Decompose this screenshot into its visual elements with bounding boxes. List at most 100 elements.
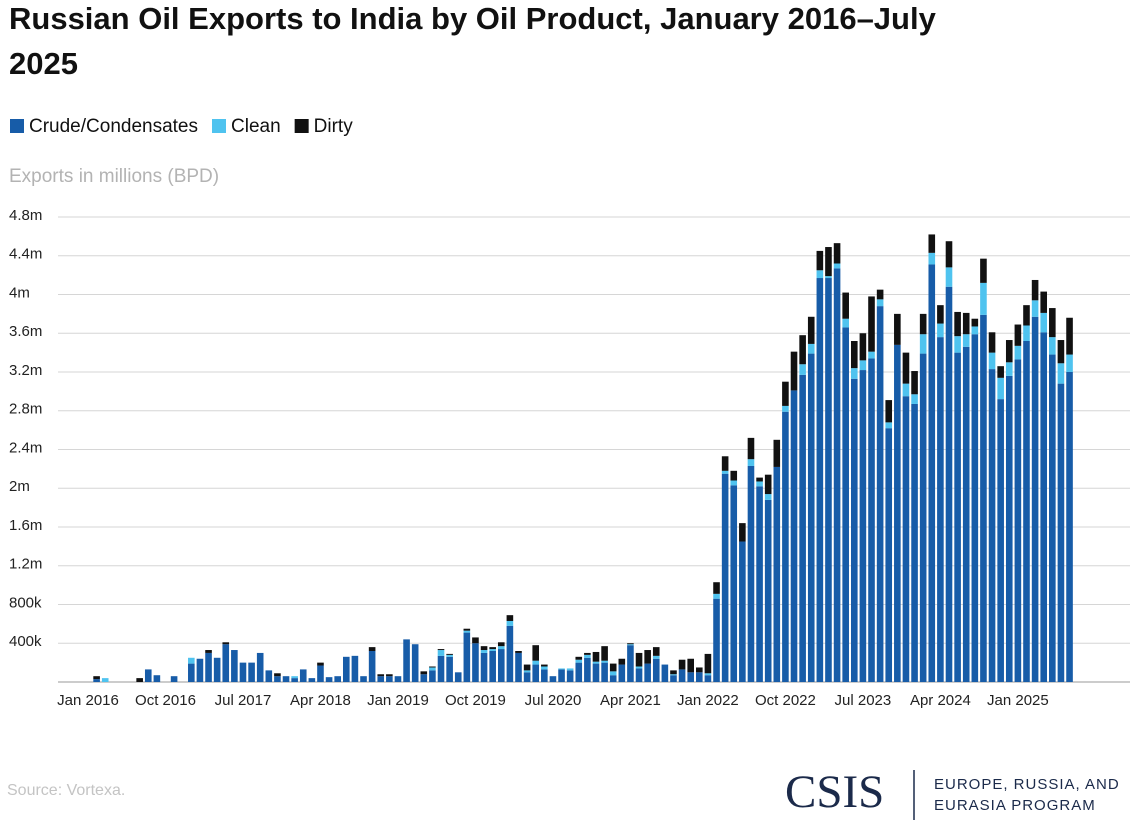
bar-segment — [790, 390, 798, 682]
bar-segment — [144, 669, 152, 682]
bar-segment — [497, 642, 505, 647]
bar-segment — [816, 250, 824, 271]
bar-segment — [997, 399, 1004, 682]
bar-segment — [188, 657, 195, 664]
bar-segment — [1031, 279, 1039, 301]
bar-segment — [188, 663, 195, 682]
bar-segment — [1005, 362, 1013, 376]
bar-segment — [222, 644, 230, 682]
bar-segment — [911, 371, 918, 395]
bar-segment — [859, 360, 867, 371]
bar-segment — [308, 678, 316, 682]
bar-segment — [609, 675, 617, 682]
bar-segment — [205, 652, 212, 682]
bar-segment — [368, 647, 376, 651]
bar-segment — [782, 411, 789, 682]
bar-segment — [420, 674, 428, 682]
bar-segment — [1023, 325, 1030, 341]
bar-segment — [265, 670, 273, 682]
bar-segment — [541, 664, 548, 667]
bar-segment — [231, 650, 238, 682]
bar-segment — [635, 668, 643, 682]
bar-segment — [670, 675, 677, 682]
bar-segment — [825, 276, 832, 279]
bar-segment — [928, 264, 936, 682]
bar-segment — [696, 672, 703, 682]
bar-segment — [515, 651, 522, 653]
bar-segment — [618, 658, 626, 665]
bar-segment — [980, 282, 987, 315]
bar-segment — [635, 666, 643, 669]
bar-segment — [721, 456, 729, 471]
bar-segment — [1057, 363, 1065, 384]
legend-swatch — [10, 119, 24, 133]
y-tick-label: 2m — [9, 478, 30, 495]
bar-segment — [627, 643, 634, 645]
y-tick-label: 400k — [9, 633, 42, 650]
bar-segment — [1040, 291, 1048, 313]
bar-segment — [497, 646, 505, 650]
bar-segment — [575, 662, 583, 682]
bar-segment — [945, 241, 953, 268]
bar-segment — [902, 396, 910, 682]
bar-segment — [988, 332, 996, 353]
bar-segment — [730, 485, 738, 682]
y-tick-label: 4m — [9, 284, 30, 301]
bar-segment — [566, 668, 574, 671]
bar-segment — [403, 639, 410, 682]
bar-segment — [670, 674, 677, 676]
bar-segment — [687, 658, 694, 673]
bar-segment — [721, 473, 729, 682]
bar-segment — [928, 252, 936, 265]
bar-segment — [239, 662, 247, 682]
bar-segment — [368, 651, 376, 682]
bar-segment — [618, 664, 626, 682]
bar-segment — [807, 353, 815, 682]
bar-segment — [773, 466, 781, 682]
bar-segment — [282, 676, 290, 682]
bar-segment — [971, 326, 979, 335]
bar-segment — [644, 650, 651, 664]
x-tick-label: Oct 2019 — [445, 692, 506, 709]
source: Source: Vortexa. — [7, 782, 125, 799]
bar-segment — [816, 270, 824, 279]
bar-segment — [816, 278, 824, 682]
bar-segment — [429, 666, 436, 668]
bar-segment — [850, 341, 858, 369]
bar-segment — [566, 670, 574, 682]
bar-segment — [954, 311, 961, 337]
bar-segment — [730, 480, 738, 486]
bar-segment — [446, 656, 453, 682]
bar-segment — [1040, 332, 1048, 682]
bar-segment — [1057, 383, 1065, 682]
bar-segment — [377, 676, 385, 682]
bar-segment — [652, 658, 660, 682]
bar-segment — [1014, 324, 1022, 346]
bar-segment — [1049, 308, 1056, 338]
bar-segment — [833, 268, 841, 682]
bar-segment — [549, 676, 557, 682]
x-tick-label: Oct 2016 — [135, 692, 196, 709]
bar-segment — [532, 645, 540, 661]
bar-segment — [713, 593, 720, 599]
y-tick-label: 800k — [9, 594, 42, 611]
bar-segment — [437, 649, 445, 651]
bar-segment — [764, 499, 772, 682]
bar-segment — [894, 344, 901, 682]
bar-segment — [1066, 317, 1073, 355]
bar-segment — [842, 327, 849, 682]
bar-segment — [601, 660, 608, 663]
bar-segment — [463, 628, 471, 631]
bar-segment — [609, 663, 617, 672]
bar-segment — [317, 665, 324, 682]
bar-segment — [962, 334, 970, 347]
bar-segment — [377, 674, 385, 677]
bar-segment — [678, 669, 686, 682]
bar-segment — [248, 662, 255, 682]
bar-segment — [833, 263, 841, 269]
y-tick-label: 1.6m — [9, 517, 42, 534]
bar-segment — [782, 405, 789, 412]
bar-segment — [1049, 337, 1056, 355]
